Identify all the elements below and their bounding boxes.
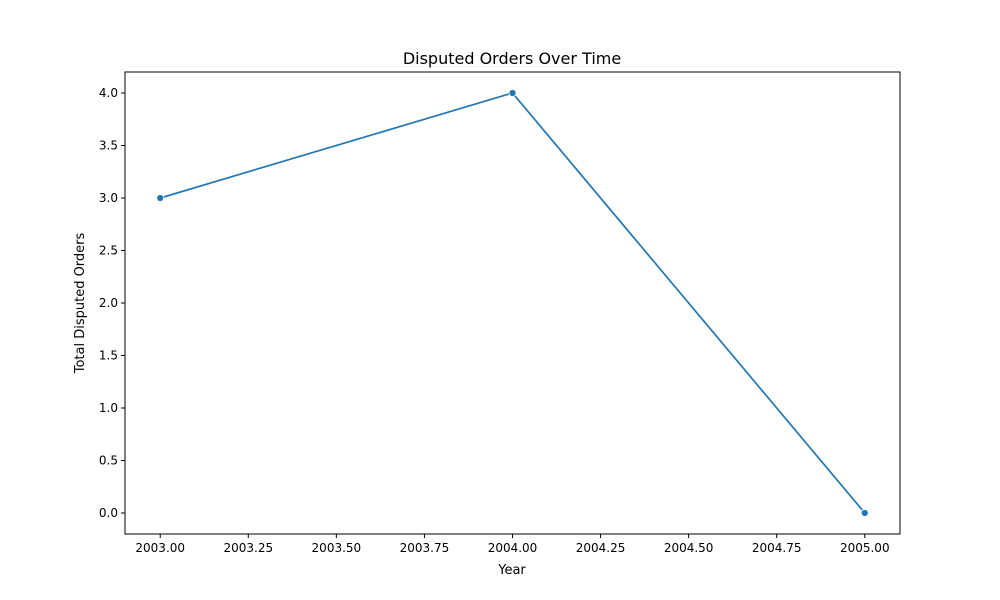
y-tick-label: 0.0 — [99, 506, 118, 520]
x-tick-label: 2004.25 — [576, 541, 626, 555]
y-tick-label: 4.0 — [99, 86, 118, 100]
y-tick-label: 2.5 — [99, 244, 118, 258]
x-tick-label: 2003.25 — [223, 541, 273, 555]
y-tick-label: 3.0 — [99, 191, 118, 205]
y-tick-label: 1.5 — [99, 349, 118, 363]
series-line — [159, 92, 866, 514]
y-tick-label: 1.0 — [99, 401, 118, 415]
plot-area-frame — [124, 71, 901, 535]
series-layer — [156, 89, 869, 517]
y-tick-label: 2.0 — [99, 296, 118, 310]
x-axis-label: Year — [497, 563, 526, 578]
data-point — [860, 509, 869, 517]
x-tick-label: 2005.00 — [840, 541, 890, 555]
x-axis-ticks: 2003.00 2003.25 2003.50 2003.75 2004.00 2004.… — [135, 534, 890, 555]
data-point — [508, 89, 517, 97]
x-tick-label: 2003.50 — [312, 541, 362, 555]
y-tick-label: 0.5 — [99, 454, 118, 468]
x-tick-label: 2004.50 — [664, 541, 714, 555]
y-tick-label: 3.5 — [99, 139, 118, 153]
y-axis-ticks: 0.0 0.5 1.0 1.5 2.0 2.5 3.0 3.5 4.0 — [99, 86, 125, 520]
chart-title: Disputed Orders Over Time — [403, 49, 621, 68]
x-tick-label: 2004.00 — [488, 541, 538, 555]
data-point — [156, 194, 165, 202]
y-axis-label: Total Disputed Orders — [73, 232, 88, 374]
x-tick-label: 2003.00 — [135, 541, 185, 555]
x-tick-label: 2003.75 — [400, 541, 450, 555]
x-tick-label: 2004.75 — [752, 541, 802, 555]
